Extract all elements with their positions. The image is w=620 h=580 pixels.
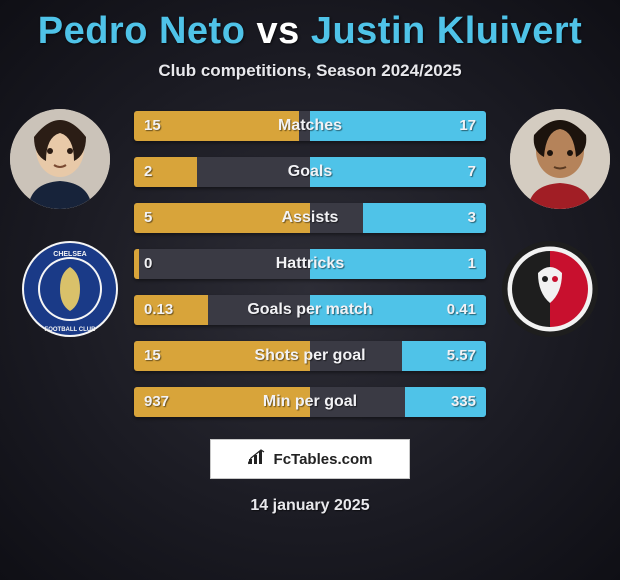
player2-name: Justin Kluivert <box>311 10 582 52</box>
player1-name: Pedro Neto <box>38 10 246 52</box>
player1-avatar <box>10 109 110 209</box>
stat-label: Assists <box>134 203 486 233</box>
player2-club-badge <box>500 239 600 339</box>
player1-value: 5 <box>144 203 152 233</box>
svg-text:FOOTBALL CLUB: FOOTBALL CLUB <box>45 327 97 333</box>
player1-value: 0 <box>144 249 152 279</box>
player2-value: 5.57 <box>447 341 476 371</box>
source-badge: FcTables.com <box>210 439 410 479</box>
stat-label: Shots per goal <box>134 341 486 371</box>
subtitle: Club competitions, Season 2024/2025 <box>0 61 620 81</box>
player2-value: 0.41 <box>447 295 476 325</box>
stat-row: Shots per goal15 5.57 <box>134 341 486 371</box>
stat-label: Min per goal <box>134 387 486 417</box>
player2-value: 7 <box>468 157 476 187</box>
player1-value: 15 <box>144 111 161 141</box>
player1-value: 0.13 <box>144 295 173 325</box>
player2-value: 17 <box>459 111 476 141</box>
player2-avatar <box>510 109 610 209</box>
player2-value: 335 <box>451 387 476 417</box>
source-text: FcTables.com <box>274 451 373 468</box>
player2-value: 1 <box>468 249 476 279</box>
stat-bars: Matches1517Goals27Assists53Hattricks01Go… <box>134 109 486 417</box>
player1-value: 2 <box>144 157 152 187</box>
stat-label: Goals <box>134 157 486 187</box>
stat-label: Matches <box>134 111 486 141</box>
stat-row: Goals per match0.13 0.41 <box>134 295 486 325</box>
stat-row: Assists5 3 <box>134 203 486 233</box>
stat-row: Hattricks0 1 <box>134 249 486 279</box>
stat-label: Hattricks <box>134 249 486 279</box>
player1-value: 937 <box>144 387 169 417</box>
comparison-title: Pedro Neto vs Justin Kluivert <box>0 0 620 53</box>
player2-value: 3 <box>468 203 476 233</box>
content-area: CHELSEA FOOTBALL CLUB Matches1517Goals27… <box>0 109 620 417</box>
player1-club-badge: CHELSEA FOOTBALL CLUB <box>20 239 120 339</box>
vs-text: vs <box>256 10 299 52</box>
stat-label: Goals per match <box>134 295 486 325</box>
date-text: 14 january 2025 <box>0 497 620 515</box>
chart-icon <box>248 449 268 470</box>
stat-row: Matches15 17 <box>134 111 486 141</box>
stat-row: Min per goal937 335 <box>134 387 486 417</box>
svg-text:CHELSEA: CHELSEA <box>53 251 86 258</box>
stat-row: Goals2 7 <box>134 157 486 187</box>
player1-value: 15 <box>144 341 161 371</box>
